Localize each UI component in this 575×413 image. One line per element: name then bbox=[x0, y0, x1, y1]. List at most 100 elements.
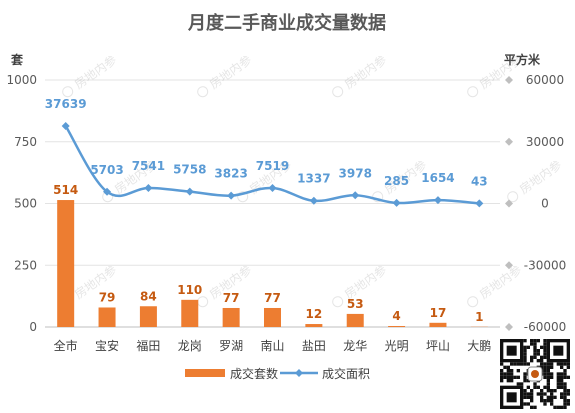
line-data-label: 5703 bbox=[90, 163, 123, 177]
qr-module bbox=[546, 375, 550, 379]
line-point bbox=[185, 187, 194, 196]
watermark-text: 房地内参 bbox=[516, 157, 564, 197]
qr-module bbox=[560, 365, 564, 369]
watermark-icon bbox=[197, 86, 209, 98]
line-point bbox=[144, 183, 153, 192]
watermark: 房地内参 bbox=[197, 52, 254, 98]
qr-module bbox=[550, 402, 554, 406]
qr-module bbox=[560, 392, 564, 396]
qr-module bbox=[540, 399, 544, 403]
watermark-text: 房地内参 bbox=[341, 52, 389, 92]
qr-module bbox=[533, 355, 537, 359]
line-data-label: 5758 bbox=[173, 163, 206, 177]
qr-module bbox=[560, 379, 564, 383]
right-tick-marker bbox=[505, 137, 513, 146]
line-point bbox=[268, 184, 277, 193]
qr-module bbox=[543, 339, 547, 343]
qr-module bbox=[560, 375, 564, 379]
qr-module bbox=[543, 369, 547, 373]
qr-module bbox=[523, 389, 527, 393]
qr-module bbox=[510, 375, 514, 379]
qr-module bbox=[530, 405, 534, 409]
bar-layer bbox=[57, 200, 488, 327]
line-point bbox=[309, 196, 318, 205]
bar-data-label: 79 bbox=[99, 290, 116, 304]
watermark: 房地内参 bbox=[332, 52, 389, 98]
line-data-label: 43 bbox=[471, 174, 488, 188]
qr-module bbox=[536, 349, 540, 353]
qr-module bbox=[523, 362, 527, 366]
qr-module bbox=[550, 365, 554, 369]
bar-data-label: 4 bbox=[392, 309, 400, 323]
left-tick-label: 0 bbox=[29, 320, 37, 334]
qr-module bbox=[566, 362, 570, 366]
qr-module bbox=[546, 365, 550, 369]
qr-module bbox=[543, 345, 547, 349]
bar bbox=[222, 307, 240, 327]
bar bbox=[139, 306, 157, 327]
qr-module bbox=[540, 389, 544, 393]
bar bbox=[388, 326, 406, 327]
watermark-icon bbox=[507, 191, 519, 203]
bar-data-label: 1 bbox=[475, 310, 483, 324]
right-tick-label: 0 bbox=[541, 197, 549, 211]
qr-module bbox=[516, 382, 520, 386]
qr-module bbox=[550, 362, 554, 366]
qr-module bbox=[520, 382, 524, 386]
line-data-label: 7519 bbox=[256, 159, 289, 173]
watermark-text: 房地内参 bbox=[476, 52, 524, 92]
qr-module bbox=[530, 359, 534, 363]
qr-module bbox=[530, 389, 534, 393]
left-tick-label: 750 bbox=[14, 135, 37, 149]
qr-module bbox=[526, 379, 530, 383]
bar bbox=[305, 324, 323, 327]
qr-module bbox=[533, 405, 537, 409]
qr-module bbox=[523, 345, 527, 349]
qr-module bbox=[533, 342, 537, 346]
qr-module bbox=[506, 372, 510, 376]
qr-finder bbox=[506, 345, 517, 356]
category-label: 福田 bbox=[136, 338, 160, 353]
qr-module bbox=[526, 395, 530, 399]
qr-module bbox=[523, 359, 527, 363]
qr-module bbox=[563, 405, 567, 409]
qr-module bbox=[510, 369, 514, 373]
line-point bbox=[61, 122, 70, 131]
qr-module bbox=[523, 395, 527, 399]
qr-module bbox=[530, 392, 534, 396]
qr-module bbox=[543, 362, 547, 366]
legend-line-label: 成交面积 bbox=[322, 366, 370, 381]
category-label: 龙岗 bbox=[178, 339, 202, 353]
line-point bbox=[351, 191, 360, 200]
qr-module bbox=[530, 399, 534, 403]
qr-finder bbox=[553, 345, 564, 356]
qr-module bbox=[533, 382, 537, 386]
line-point bbox=[392, 198, 401, 207]
qr-module bbox=[523, 352, 527, 356]
qr-module bbox=[536, 359, 540, 363]
left-axis-unit: 套 bbox=[10, 52, 24, 67]
qr-module bbox=[503, 375, 507, 379]
bar bbox=[346, 313, 364, 327]
qr-module bbox=[506, 369, 510, 373]
qr-module bbox=[546, 389, 550, 393]
qr-module bbox=[510, 372, 514, 376]
qr-module bbox=[503, 365, 507, 369]
qr-module bbox=[523, 392, 527, 396]
qr-module bbox=[556, 375, 560, 379]
watermark-text: 房地内参 bbox=[206, 52, 254, 92]
bar-data-label: 110 bbox=[177, 283, 202, 297]
qr-module bbox=[523, 375, 527, 379]
right-tick-label: -60000 bbox=[524, 320, 567, 334]
watermark-icon bbox=[467, 296, 479, 308]
qr-module bbox=[513, 362, 517, 366]
bar-data-label: 514 bbox=[53, 183, 78, 197]
qr-module bbox=[563, 375, 567, 379]
bar-data-label: 17 bbox=[430, 306, 447, 320]
watermark-icon bbox=[332, 296, 344, 308]
category-label: 全市 bbox=[54, 338, 78, 353]
qr-module bbox=[533, 339, 537, 343]
qr-module bbox=[543, 375, 547, 379]
category-label: 罗湖 bbox=[219, 338, 243, 353]
